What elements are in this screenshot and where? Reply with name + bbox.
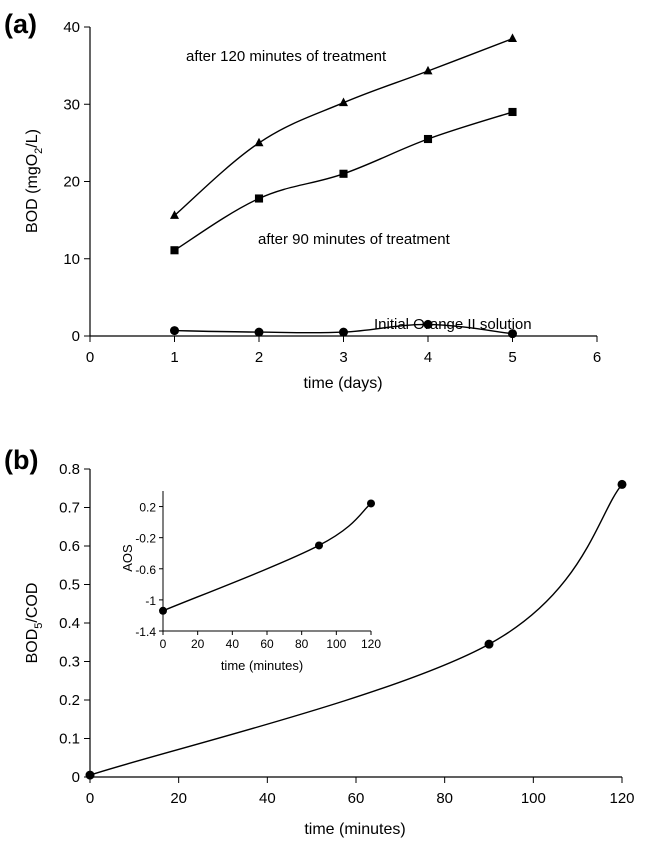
panel-a-series-1-point — [254, 194, 264, 203]
panel-b-x-tick-label: 100 — [521, 790, 546, 807]
inset-series-0-point — [315, 541, 323, 550]
inset-y-tick-label: -1 — [145, 594, 156, 608]
inset-x-ticks: 0 20 40 60 80 100 120 — [160, 631, 381, 651]
panel-b-series — [85, 479, 627, 780]
panel-b-y-tick-label: 0.7 — [59, 500, 80, 517]
inset-y-tick-label: -0.2 — [135, 532, 156, 546]
panel-b-x-tick-label: 80 — [436, 790, 453, 807]
panel-a-y-label-part1: BOD (mgO — [24, 154, 41, 233]
inset-x-tick-label: 100 — [326, 637, 346, 651]
inset-y-label: AOS — [120, 544, 135, 572]
panel-b-y-tick-label: 0.4 — [59, 615, 80, 632]
panel-b-y-tick-label: 0.6 — [59, 538, 80, 555]
panel-a-x-label: time (days) — [303, 375, 382, 392]
panel-a-x-tick-label: 6 — [593, 349, 601, 366]
panel-b-x-tick-label: 20 — [170, 790, 187, 807]
panel-b-y-tick-label: 0.5 — [59, 577, 80, 594]
panel-a: (a) 0 1 2 3 4 5 6 0 10 20 30 40 time (days) BOD (m… — [4, 9, 601, 392]
panel-a-x-ticks: 0 1 2 3 4 5 6 — [86, 336, 601, 366]
panel-a-y-ticks: 0 10 20 30 40 — [63, 19, 90, 345]
annotation-120-min: after 120 minutes of treatment — [186, 48, 387, 65]
panel-b-x-label: time (minutes) — [304, 821, 405, 838]
panel-b-y-tick-label: 0.1 — [59, 731, 80, 748]
panel-a-x-tick-label: 3 — [339, 349, 347, 366]
panel-b-x-ticks: 0 20 40 60 80 100 120 — [86, 777, 635, 807]
inset-series-0-line — [162, 502, 372, 612]
panel-a-series-1-point — [170, 246, 179, 255]
panel-a-series-2-point — [508, 329, 517, 339]
annotation-90-min: after 90 minutes of treatment — [258, 231, 451, 248]
panel-a-label: (a) — [4, 9, 37, 39]
panel-a-y-tick-label: 30 — [63, 96, 80, 113]
inset-x-tick-label: 0 — [160, 637, 167, 651]
panel-a-series-2-point — [254, 327, 264, 337]
panel-a-series-2-point — [423, 319, 433, 329]
panel-a-series-2-point — [170, 326, 179, 336]
panel-b-x-tick-label: 60 — [348, 790, 365, 807]
panel-b-y-ticks: 0 0.1 0.2 0.3 0.4 0.5 0.6 0.7 0.8 — [59, 461, 90, 786]
inset-series-0-point — [367, 499, 375, 508]
panel-b-series-0-point — [484, 639, 494, 649]
panel-b-y-tick-label: 0 — [72, 769, 80, 786]
panel-a-y-tick-label: 10 — [63, 251, 80, 268]
inset-x-tick-label: 80 — [295, 637, 309, 651]
panel-b-series-0-line — [89, 483, 623, 776]
panel-a-series-0-point — [170, 210, 179, 219]
panel-a-series-0-point — [423, 65, 433, 75]
panel-a-series-0-point — [339, 97, 348, 107]
panel-b-y-label-part2: /COD — [24, 583, 41, 623]
inset-x-tick-label: 20 — [191, 637, 205, 651]
inset-x-tick-label: 60 — [260, 637, 274, 651]
panel-b-y-tick-label: 0.8 — [59, 461, 80, 478]
inset-y-tick-label: 0.2 — [139, 501, 156, 515]
panel-a-series-1-point — [339, 169, 348, 178]
panel-a-x-tick-label: 5 — [508, 349, 516, 366]
panel-b-x-tick-label: 0 — [86, 790, 94, 807]
panel-a-y-tick-label: 0 — [72, 328, 80, 345]
panel-b-y-tick-label: 0.3 — [59, 654, 80, 671]
inset-x-tick-label: 120 — [361, 637, 381, 651]
inset-y-tick-label: -0.6 — [135, 563, 156, 577]
inset-y-tick-label: -1.4 — [135, 625, 156, 639]
panel-a-series-2-point — [339, 327, 348, 337]
panel-b-y-label-subscript: 5 — [33, 623, 45, 629]
inset-series — [159, 499, 375, 615]
panel-a-series-0-point — [254, 137, 264, 147]
panel-b-y-label: BOD5/COD — [24, 583, 45, 664]
panel-a-x-tick-label: 0 — [86, 349, 94, 366]
panel-a-series-0-point — [508, 33, 517, 42]
panel-a-x-tick-label: 2 — [255, 349, 263, 366]
panel-a-y-label: BOD (mgO2/L) — [24, 129, 45, 233]
panel-a-series — [170, 33, 517, 339]
panel-a-x-tick-label: 1 — [170, 349, 178, 366]
inset-background — [124, 484, 382, 656]
panel-a-y-tick-label: 40 — [63, 19, 80, 36]
annotation-initial: Initial Orange II solution — [374, 316, 532, 333]
panel-b-y-label-part1: BOD — [24, 629, 41, 664]
panel-a-y-label-part2: /L) — [24, 129, 41, 148]
panel-b: (b) 0 20 40 60 80 100 120 00.10.20.30.40.50.60… — [4, 445, 635, 838]
panel-b-series-0-point — [617, 479, 627, 489]
panel-a-x-tick-label: 4 — [424, 349, 432, 366]
panel-b-y-tick-label: 0.2 — [59, 692, 80, 709]
inset-x-tick-label: 40 — [226, 637, 240, 651]
panel-b-series-0-point — [85, 770, 95, 780]
panel-a-y-label-subscript: 2 — [33, 148, 45, 154]
inset-x-label: time (minutes) — [221, 658, 303, 673]
inset-y-ticks: -1.4 -1 -0.6 -0.2 0.2 — [135, 501, 163, 639]
panel-b-inset: 0 20 40 60 80 100 120 -1.4 -1 -0.6 -0.2 0.2 time (… — [120, 484, 382, 673]
panel-a-series-1-point — [508, 107, 517, 117]
inset-series-0-point — [159, 606, 167, 615]
panel-a-series-1-point — [423, 134, 433, 144]
panel-b-label: (b) — [4, 445, 38, 475]
panel-a-series-1-line — [174, 111, 513, 251]
panel-a-y-tick-label: 20 — [63, 174, 80, 191]
panel-b-x-tick-label: 120 — [609, 790, 634, 807]
panel-b-x-tick-label: 40 — [259, 790, 276, 807]
